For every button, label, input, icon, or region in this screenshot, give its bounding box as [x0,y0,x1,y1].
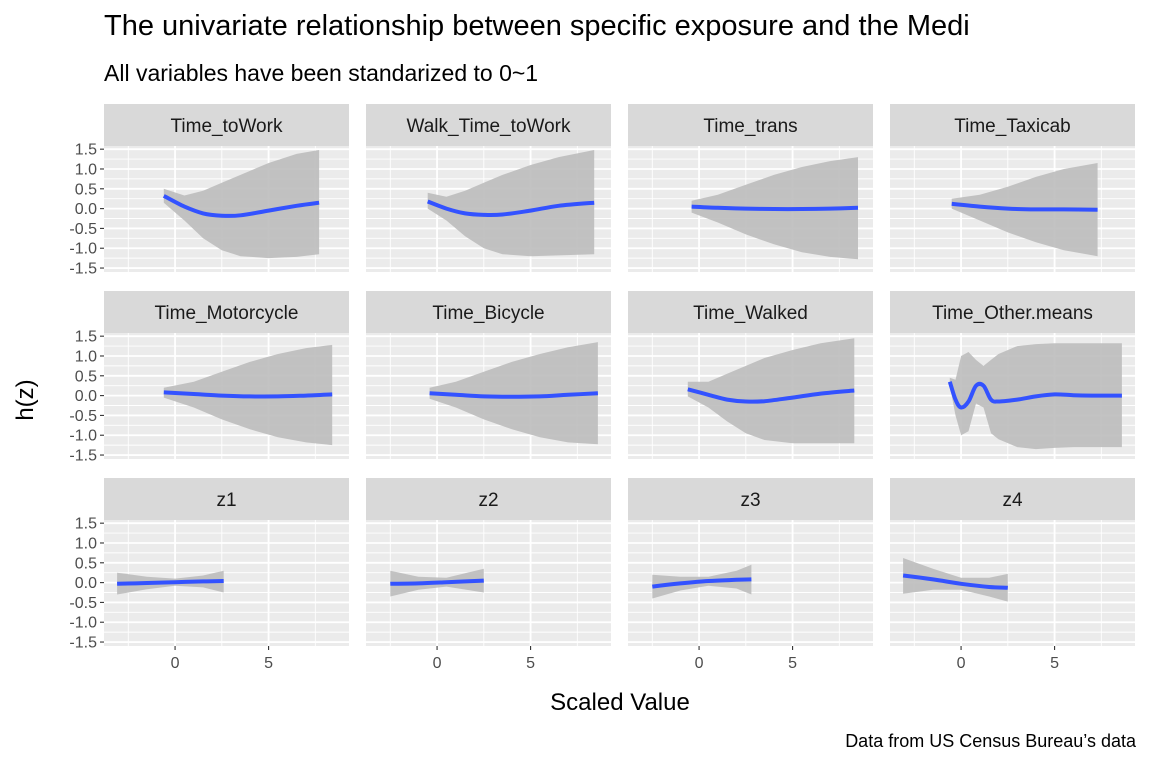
strip-background [366,291,611,333]
panels-layer: Time_toWork Walk_Time_toWork Time_trans Tim… [104,104,1135,646]
x-tick-label: 0 [695,655,704,672]
x-tick-label: 5 [526,655,535,672]
smooth-line [691,204,859,212]
y-tick-label: -0.5 [69,408,97,425]
panel-z4: z4 [890,478,1135,646]
smooth-line [429,391,599,399]
strip-background [366,478,611,520]
strip-label: Time_Motorcycle [155,303,299,324]
y-tick-label: -1.0 [69,428,97,445]
panel-Time_toWork: Time_toWork [104,104,349,272]
strip-background [890,478,1135,520]
x-tick-label: 0 [171,655,180,672]
confidence-ribbon [903,558,1008,602]
strip-label: Time_Walked [693,303,808,324]
x-axis-title: Scaled Value [550,689,690,716]
strip-background [628,478,873,520]
strip-label: Time_Other.means [932,303,1093,324]
y-tick-label: 0.5 [75,555,97,572]
strip-background [104,291,349,333]
y-tick-label: 0.0 [75,575,97,592]
x-tick-label: 0 [957,655,966,672]
y-tick-label: 1.5 [75,142,97,159]
strip-background [628,104,873,146]
strip-background [890,291,1135,333]
y-tick-label: -1.0 [69,615,97,632]
panel-Time_Other.means: Time_Other.means [890,291,1135,459]
y-tick-label: -1.5 [69,261,97,278]
panel-Time_trans: Time_trans [628,104,873,272]
y-axis-title: h(z) [12,379,39,420]
strip-label: z3 [740,490,760,511]
panel-Time_Bicycle: Time_Bicycle [366,291,611,459]
confidence-ribbon [429,342,598,445]
smooth-line [687,387,855,404]
strip-label: Time_toWork [171,116,283,137]
smooth-line [951,201,1098,212]
x-tick-label: 5 [264,655,273,672]
strip-label: z1 [216,490,236,511]
strip-background [366,104,611,146]
strip-label: z4 [1002,490,1023,511]
y-tick-label: 0.5 [75,368,97,385]
strip-background [890,104,1135,146]
y-tick-label: 0.0 [75,201,97,218]
strip-label: Time_Bicycle [432,303,544,324]
axes-layer: 1.5 1.0 0.5 0.0 -0.5 -1.0 -1.5 1.5 1.0 0.5 0.0 -0.5… [69,142,1059,672]
strip-label: Time_Taxicab [954,116,1071,137]
panel-z1: z1 [104,478,349,646]
chart-subtitle: All variables have been standarized to 0… [104,60,539,86]
smooth-line [162,194,320,218]
strip-label: Walk_Time_toWork [407,116,571,137]
smooth-line [902,573,1008,590]
y-tick-label: -0.5 [69,221,97,238]
y-tick-label: -1.0 [69,241,97,258]
strip-background [628,291,873,333]
panel-Time_Motorcycle: Time_Motorcycle [104,291,349,459]
smooth-line [426,199,595,218]
chart-caption: Data from US Census Bureau’s data [845,731,1136,751]
smooth-line [163,390,333,399]
y-tick-label: 1.0 [75,535,97,552]
chart-title: The univariate relationship between spec… [104,10,970,42]
panel-Time_Walked: Time_Walked [628,291,873,459]
x-tick-label: 5 [788,655,797,672]
strip-background [104,104,349,146]
strip-background [104,478,349,520]
panel-Time_Taxicab: Time_Taxicab [890,104,1135,272]
smooth-line [390,578,484,586]
panel-z2: z2 [366,478,611,646]
y-tick-label: 1.5 [75,329,97,346]
smooth-line [947,381,1122,410]
confidence-ribbon [163,150,320,259]
y-tick-label: -0.5 [69,595,97,612]
x-tick-label: 0 [433,655,442,672]
y-tick-label: -1.5 [69,635,97,652]
smooth-line [117,579,224,586]
y-tick-label: 0.0 [75,388,97,405]
y-tick-label: 0.5 [75,181,97,198]
y-tick-label: 1.0 [75,161,97,178]
y-tick-label: 1.0 [75,348,97,365]
strip-label: Time_trans [703,116,797,137]
strip-label: z2 [478,490,498,511]
confidence-ribbon [687,338,855,444]
x-tick-label: 5 [1050,655,1059,672]
confidence-ribbon [427,150,595,257]
smooth-line [652,577,752,589]
panel-z3: z3 [628,478,873,646]
panel-Walk_Time_toWork: Walk_Time_toWork [366,104,611,272]
y-tick-label: -1.5 [69,448,97,465]
y-tick-label: 1.5 [75,516,97,533]
